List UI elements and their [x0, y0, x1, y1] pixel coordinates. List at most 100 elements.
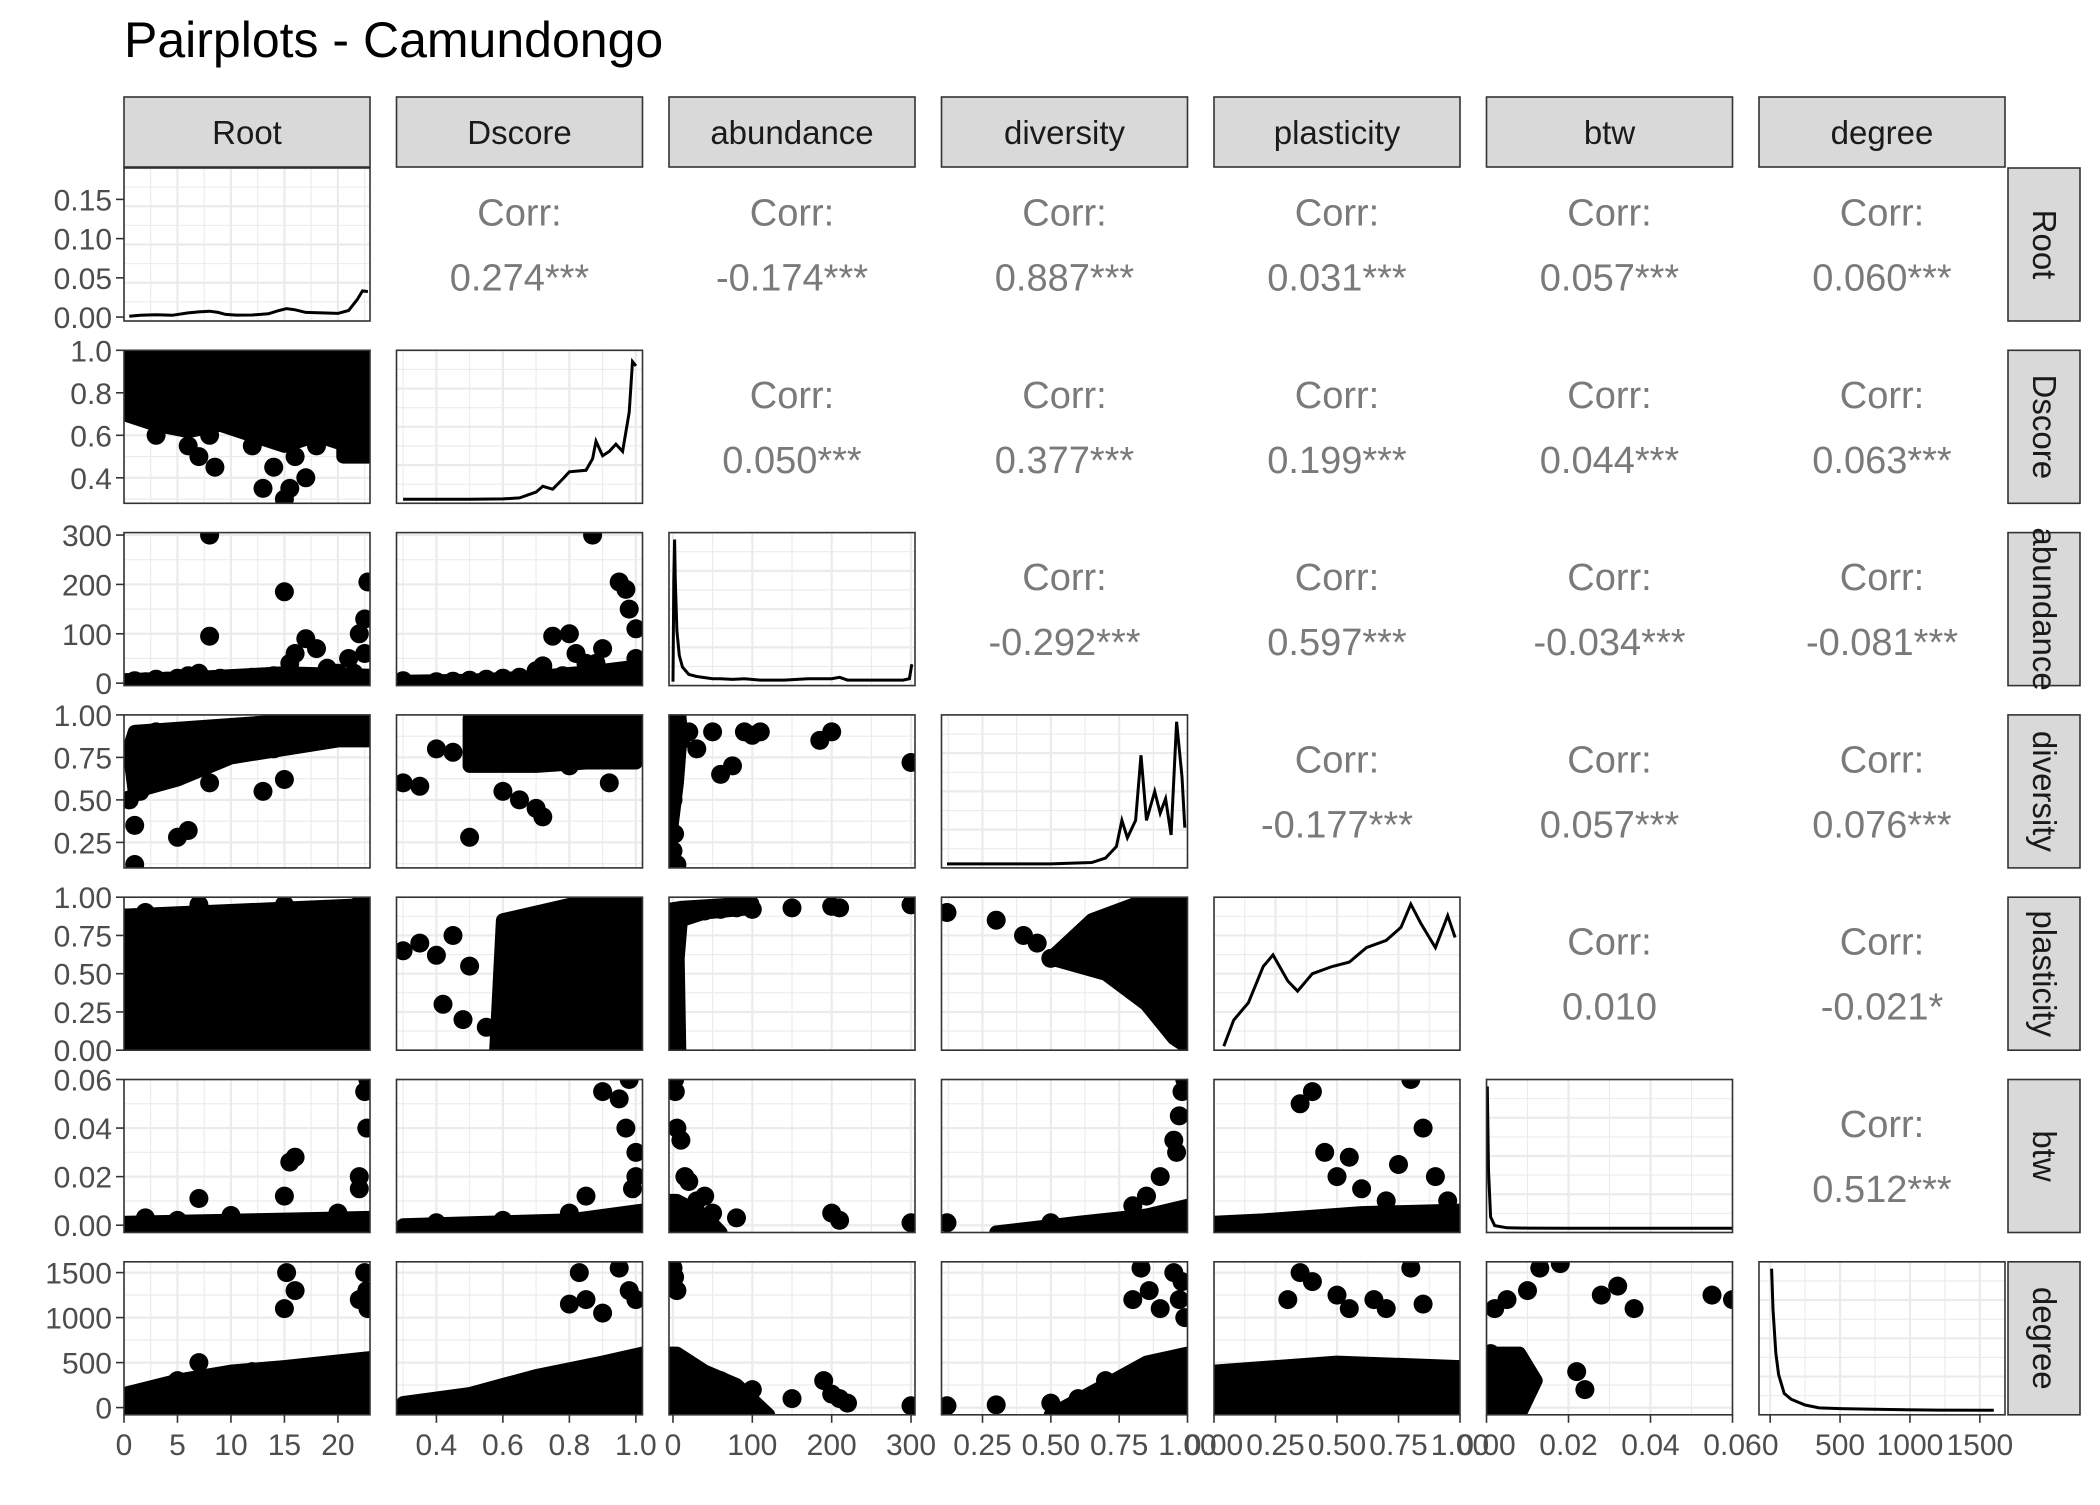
- scatter-point: [510, 790, 529, 810]
- panel-marks: [396, 532, 643, 686]
- y-tick-label-degree: 1500: [45, 1258, 112, 1291]
- scatter-point: [410, 933, 430, 953]
- scatter-point: [493, 668, 513, 686]
- scatter-point: [553, 666, 573, 686]
- scatter-point: [695, 1186, 715, 1206]
- panel-marks: [1486, 1261, 1733, 1415]
- scatter-point: [986, 1395, 1006, 1415]
- dense-point-cloud: [989, 1198, 1188, 1233]
- scatter-point: [609, 1353, 629, 1373]
- dense-point-cloud: [1214, 1203, 1460, 1233]
- scatter-point: [189, 897, 209, 915]
- panel-border: [123, 714, 371, 869]
- scatter-point: [242, 436, 262, 456]
- corr-label-diversity-plasticity: Corr:: [1295, 739, 1379, 781]
- x-tick-label-Dscore: 1.0: [615, 1429, 657, 1462]
- panel-Dscore-Dscore: [395, 349, 644, 505]
- scatter-point: [533, 656, 553, 676]
- scatter-point: [168, 1210, 187, 1230]
- x-tick-label-Dscore: 0.6: [482, 1429, 524, 1462]
- x-tick-label-btw: 0.02: [1539, 1429, 1597, 1462]
- panel-btw-btw: [1485, 1078, 1734, 1234]
- panel-plasticity-plasticity: [1213, 896, 1461, 1052]
- dense-point-cloud: [1214, 1355, 1460, 1415]
- scatter-point: [1027, 933, 1047, 953]
- scatter-point: [1041, 948, 1061, 968]
- panel-grid: [124, 168, 370, 321]
- scatter-point: [460, 670, 480, 686]
- scatter-point: [593, 1303, 613, 1323]
- y-tick-label-abundance: 300: [62, 520, 112, 553]
- scatter-point: [1139, 1281, 1159, 1301]
- scatter-point: [669, 855, 687, 868]
- scatter-point: [1302, 1082, 1322, 1102]
- scatter-point: [274, 362, 294, 382]
- y-tick-label-Root: 0.00: [54, 302, 112, 335]
- x-tick-label-plasticity: 0.25: [1246, 1429, 1304, 1462]
- panel-grid: [669, 1079, 915, 1233]
- scatter-point: [135, 903, 155, 922]
- scatter-point: [157, 393, 177, 413]
- scatter-point: [1169, 1290, 1188, 1310]
- scatter-point: [669, 824, 685, 844]
- scatter-point: [200, 1010, 220, 1030]
- scatter-point: [189, 447, 209, 467]
- panel-grid: [396, 1079, 643, 1233]
- column-strip-Root: [123, 96, 371, 168]
- scatter-point: [543, 626, 563, 646]
- scatter-point: [460, 1394, 480, 1414]
- row-strip-label-plasticity: plasticity: [2026, 910, 2063, 1037]
- panel-border: [668, 714, 916, 869]
- y-tick-label-abundance: 0: [95, 668, 112, 701]
- corr-label-Dscore-degree: Corr:: [1840, 375, 1924, 417]
- panel-btw-plasticity: [1213, 1078, 1461, 1234]
- scatter-point: [1530, 1261, 1550, 1278]
- corr-label-plasticity-degree: Corr:: [1840, 922, 1924, 964]
- scatter-point: [1550, 1261, 1570, 1274]
- scatter-point: [168, 1371, 187, 1391]
- scatter-point: [543, 903, 563, 922]
- scatter-point: [986, 910, 1006, 930]
- y-tick-label-plasticity: 0.75: [54, 920, 112, 953]
- scatter-point: [328, 1380, 348, 1400]
- scatter-point: [178, 821, 198, 840]
- scatter-point: [168, 672, 187, 686]
- scatter-point: [1413, 1294, 1433, 1314]
- scatter-point: [232, 415, 252, 435]
- panel-marks: [403, 357, 638, 501]
- scatter-point: [253, 781, 273, 801]
- scatter-point: [125, 964, 145, 984]
- row-strip-abundance: [2007, 531, 2081, 687]
- corr-value-diversity-degree: 0.076***: [1812, 804, 1952, 846]
- panel-marks: [1222, 900, 1457, 1047]
- scatter-point: [1575, 1380, 1595, 1400]
- density-curve-abundance: [671, 539, 914, 682]
- scatter-point: [426, 1213, 446, 1233]
- scatter-point: [232, 941, 252, 961]
- density-curve-plasticity: [1222, 900, 1457, 1047]
- scatter-point: [146, 994, 166, 1014]
- scatter-point: [264, 739, 284, 759]
- scatter-point: [703, 1203, 723, 1223]
- corr-value-Root-btw: 0.057***: [1540, 258, 1680, 300]
- y-tick-label-btw: 0.02: [54, 1162, 112, 1195]
- corr-value-Dscore-abundance: 0.050***: [722, 440, 862, 482]
- panel-marks: [129, 289, 369, 318]
- corr-value-Root-degree: 0.060***: [1812, 258, 1952, 300]
- scatter-point: [1339, 1147, 1359, 1167]
- scatter-point: [619, 747, 639, 767]
- panel-btw-Dscore: [395, 1078, 644, 1234]
- panel-border: [123, 349, 371, 505]
- panel-border: [940, 714, 1189, 869]
- corr-label-plasticity-btw: Corr:: [1567, 922, 1651, 964]
- panel-border: [1758, 1261, 2006, 1416]
- scatter-point: [599, 773, 619, 793]
- scatter-point: [593, 719, 613, 738]
- scatter-point: [750, 722, 770, 742]
- scatter-point: [586, 653, 606, 673]
- panel-marks: [396, 1261, 643, 1415]
- scatter-point: [210, 404, 230, 424]
- x-tick-label-degree: 500: [1815, 1429, 1865, 1462]
- panel-marks: [124, 897, 370, 1050]
- scatter-point: [443, 742, 463, 762]
